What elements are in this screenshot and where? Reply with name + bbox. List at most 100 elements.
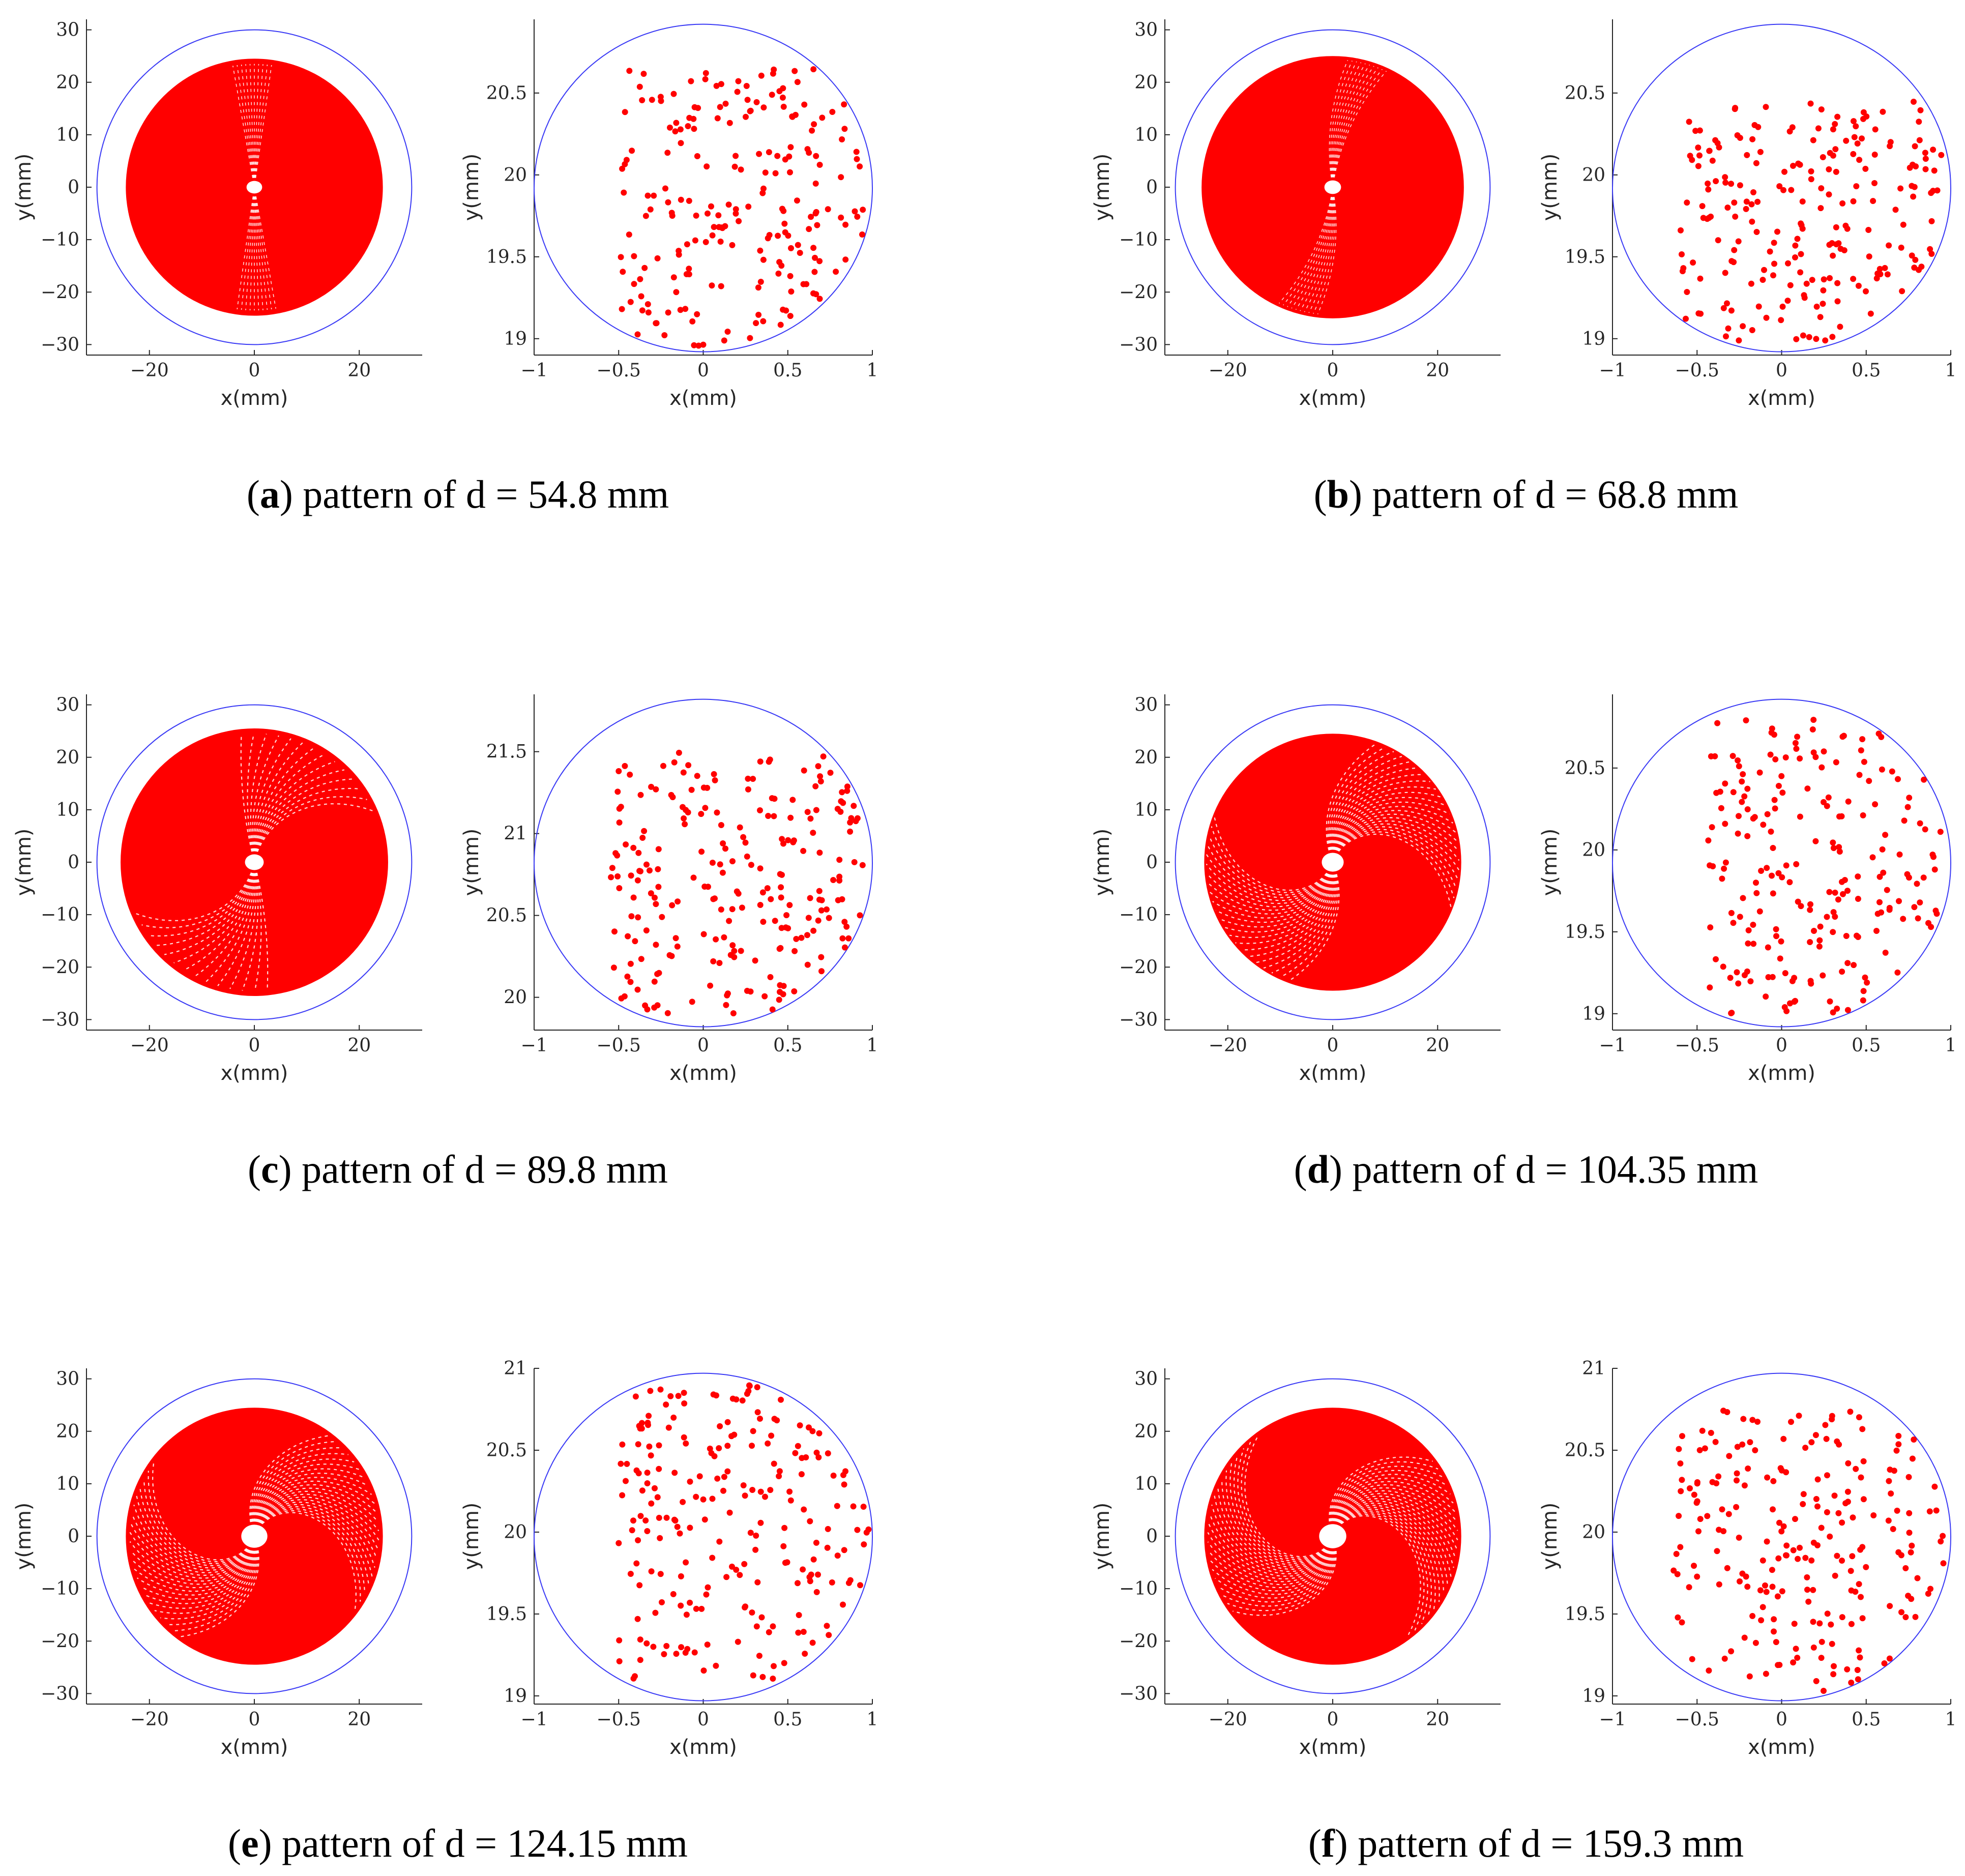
point: [1844, 225, 1851, 232]
y-axis-label: y(mm): [460, 154, 483, 221]
point: [1859, 135, 1865, 142]
point: [745, 203, 752, 210]
y-tick-label: 20.5: [1565, 758, 1605, 779]
point: [1929, 852, 1936, 858]
point: [694, 773, 700, 779]
point: [663, 1643, 670, 1649]
point: [1927, 1586, 1933, 1592]
spiral-streak: [1244, 1435, 1325, 1558]
point: [1696, 127, 1703, 134]
point: [756, 1653, 762, 1659]
point: [731, 948, 738, 954]
point: [813, 153, 819, 159]
y-tick-label: 20: [1134, 72, 1158, 93]
point: [1722, 270, 1728, 276]
point: [1860, 812, 1866, 818]
point: [1678, 1488, 1684, 1494]
spiral-streak: [250, 734, 267, 852]
center-hole: [1319, 1524, 1346, 1548]
point: [610, 964, 617, 971]
point: [726, 918, 732, 924]
point: [655, 866, 661, 872]
point: [813, 1539, 819, 1546]
y-tick-label: 19.5: [486, 1604, 527, 1625]
point: [818, 968, 825, 975]
spiral-streak: [154, 1550, 257, 1614]
point: [1783, 1469, 1790, 1476]
point: [1731, 259, 1737, 266]
point: [637, 1513, 644, 1519]
point: [1677, 1544, 1684, 1550]
point: [1837, 324, 1843, 330]
point: [820, 753, 827, 760]
point: [647, 206, 654, 213]
point: [1760, 822, 1767, 828]
point: [782, 229, 788, 236]
point: [1757, 149, 1764, 155]
point: [818, 907, 825, 914]
point: [1782, 970, 1788, 977]
point: [1808, 1557, 1815, 1564]
point: [1770, 890, 1776, 897]
aperture-circle: [96, 704, 413, 1020]
point: [787, 144, 794, 151]
point: [859, 231, 865, 238]
x-tick-label: 20: [347, 360, 371, 381]
y-axis-label: y(mm): [12, 829, 36, 896]
point: [750, 1428, 756, 1434]
point: [1928, 251, 1935, 257]
point: [700, 1496, 707, 1503]
point: [1840, 732, 1847, 739]
point: [809, 1428, 816, 1434]
point: [642, 1517, 649, 1524]
spiral-streak: [148, 872, 253, 937]
point: [757, 807, 763, 813]
caption-text: pattern of d = 68.8 mm: [1372, 472, 1738, 516]
point: [644, 1480, 651, 1486]
point: [616, 1658, 623, 1664]
y-tick-label: 21.5: [486, 742, 527, 763]
point: [643, 1640, 650, 1647]
point: [1728, 1010, 1735, 1016]
point: [1896, 851, 1903, 858]
aperture-circle: [1612, 23, 1951, 353]
point: [648, 1568, 655, 1575]
point: [726, 120, 733, 126]
point: [627, 979, 634, 985]
spiral-streak: [255, 778, 353, 852]
point: [1869, 854, 1876, 861]
point: [1753, 229, 1760, 235]
point: [844, 783, 850, 790]
point: [1809, 277, 1815, 283]
point: [1917, 820, 1923, 827]
point: [1915, 915, 1921, 922]
spiral-streak: [237, 65, 254, 178]
point: [769, 1006, 776, 1013]
point: [1862, 165, 1869, 172]
caption-paren-close: ): [259, 1821, 282, 1865]
point: [700, 784, 707, 791]
spiral-streak: [1304, 197, 1334, 312]
x-tick-label: −1: [520, 360, 547, 381]
spiral-streak: [1218, 1551, 1335, 1603]
x-tick-label: 20: [347, 1709, 371, 1730]
y-tick-label: −10: [41, 904, 79, 925]
point: [1836, 1441, 1842, 1448]
point: [793, 935, 800, 942]
point: [768, 1432, 775, 1439]
point: [1821, 748, 1827, 755]
x-tick-label: 0: [697, 1709, 709, 1730]
point: [1684, 289, 1690, 295]
point: [639, 835, 646, 841]
point: [809, 1639, 816, 1646]
point: [1818, 185, 1825, 192]
point: [1759, 277, 1766, 283]
point: [1731, 199, 1738, 206]
point: [1743, 1573, 1749, 1580]
spiral-streak: [1235, 874, 1334, 944]
point: [683, 1440, 689, 1447]
spiral-streak: [1334, 810, 1456, 851]
